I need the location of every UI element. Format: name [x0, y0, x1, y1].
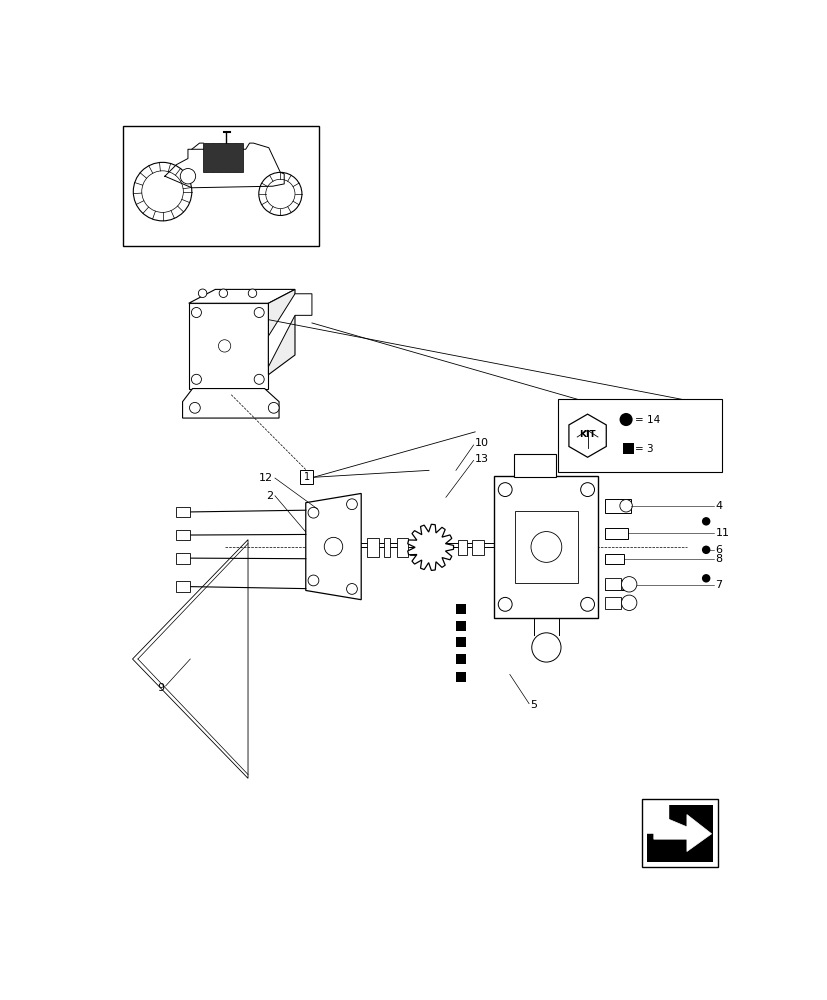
Bar	[409, 549, 418, 555]
Polygon shape	[646, 805, 668, 834]
Text: 10: 10	[475, 438, 489, 448]
Text: 13: 13	[475, 454, 489, 464]
Bar	[494, 476, 598, 618]
Circle shape	[191, 307, 201, 318]
Circle shape	[621, 577, 636, 592]
Bar	[557, 399, 720, 472]
Bar	[604, 580, 625, 590]
Text: 1: 1	[304, 472, 309, 482]
Circle shape	[191, 374, 201, 384]
Bar	[471, 540, 484, 555]
Bar	[189, 303, 268, 389]
Bar	[457, 540, 467, 555]
Text: 11: 11	[715, 528, 729, 538]
Bar	[176, 553, 190, 564]
Text: 8: 8	[715, 554, 722, 564]
Bar	[456, 654, 466, 664]
Polygon shape	[268, 294, 312, 367]
Circle shape	[619, 500, 632, 512]
Bar	[604, 578, 621, 590]
Polygon shape	[182, 389, 279, 418]
Text: 12: 12	[259, 473, 273, 483]
Bar	[176, 530, 190, 540]
Text: 9: 9	[157, 683, 165, 693]
Circle shape	[254, 374, 264, 384]
Bar	[514, 511, 577, 583]
Polygon shape	[268, 289, 294, 375]
Circle shape	[189, 402, 200, 413]
Bar	[513, 454, 556, 477]
Circle shape	[498, 597, 512, 611]
Circle shape	[198, 289, 207, 297]
Polygon shape	[653, 813, 710, 852]
Circle shape	[268, 402, 279, 413]
Bar	[456, 620, 466, 631]
Circle shape	[218, 340, 231, 352]
Text: 6: 6	[715, 545, 721, 555]
Text: KIT: KIT	[579, 430, 595, 439]
Bar	[122, 126, 318, 246]
Circle shape	[580, 483, 594, 497]
Circle shape	[530, 532, 561, 562]
Circle shape	[259, 172, 302, 215]
Text: 5: 5	[530, 700, 537, 710]
Bar	[642, 799, 717, 867]
Circle shape	[616, 580, 626, 590]
Bar	[604, 528, 627, 539]
Bar	[456, 637, 466, 647]
Bar	[604, 499, 631, 513]
Bar	[456, 604, 466, 614]
Circle shape	[248, 289, 256, 297]
Circle shape	[180, 169, 195, 184]
Text: 7: 7	[715, 580, 722, 590]
Bar	[176, 581, 190, 592]
Circle shape	[701, 517, 710, 526]
Polygon shape	[568, 414, 605, 457]
Circle shape	[265, 179, 294, 209]
Circle shape	[498, 483, 512, 497]
Bar	[604, 597, 621, 609]
Circle shape	[308, 575, 318, 586]
Polygon shape	[189, 289, 294, 303]
Circle shape	[531, 633, 561, 662]
Circle shape	[308, 507, 318, 518]
Text: 2: 2	[266, 491, 273, 501]
Circle shape	[141, 171, 183, 212]
Bar	[456, 672, 466, 682]
Circle shape	[423, 540, 437, 555]
Circle shape	[219, 289, 227, 297]
Circle shape	[701, 546, 710, 554]
Bar	[646, 805, 712, 862]
Bar	[299, 470, 313, 484]
Bar	[396, 538, 408, 557]
Text: = 14: = 14	[634, 415, 660, 425]
Text: = 3: = 3	[634, 444, 653, 454]
Circle shape	[580, 597, 594, 611]
Bar	[176, 507, 190, 517]
Text: 4: 4	[715, 501, 722, 511]
Circle shape	[701, 574, 710, 583]
Circle shape	[621, 595, 636, 610]
Bar	[604, 554, 623, 564]
Circle shape	[133, 162, 192, 221]
Circle shape	[347, 499, 357, 510]
Bar	[384, 538, 390, 557]
Circle shape	[324, 537, 342, 556]
Bar	[203, 143, 243, 172]
Circle shape	[347, 584, 357, 594]
Bar	[622, 443, 633, 454]
Circle shape	[619, 413, 632, 426]
Circle shape	[254, 307, 264, 318]
Bar	[367, 538, 379, 557]
Polygon shape	[305, 493, 361, 600]
Polygon shape	[132, 540, 248, 778]
Polygon shape	[407, 524, 453, 570]
